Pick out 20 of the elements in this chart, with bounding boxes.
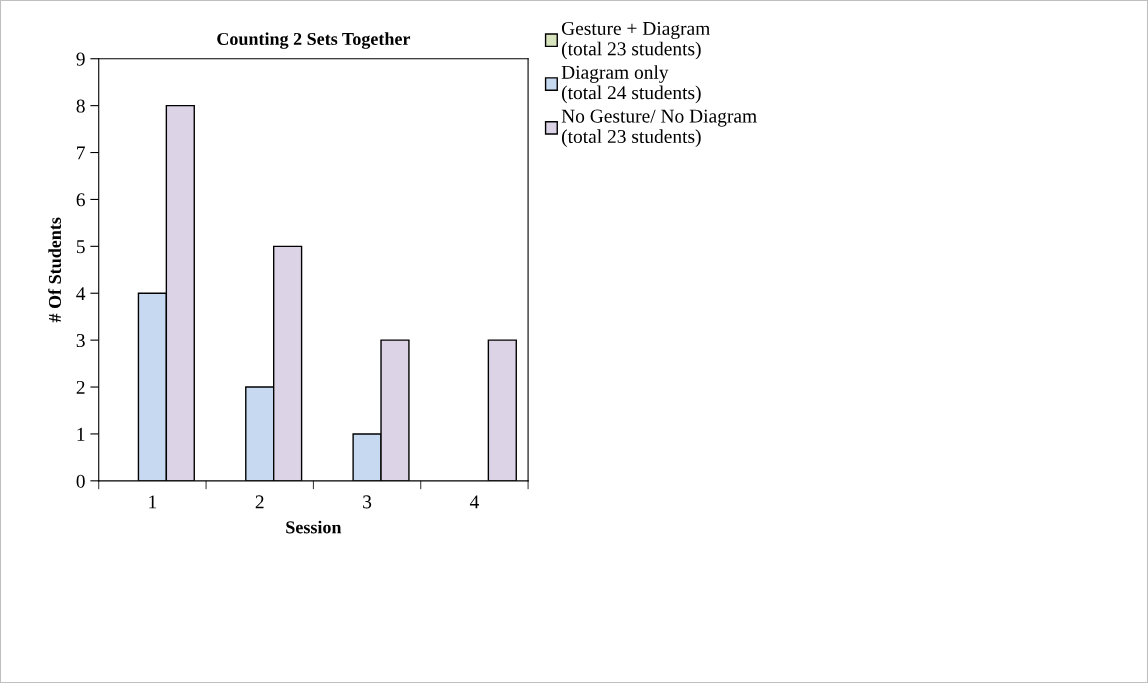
y-tick-label: 7 [77, 146, 85, 160]
y-tick-label: 2 [76, 380, 85, 394]
x-tick-label: 1 [149, 495, 157, 509]
x-axis-title: Session [286, 520, 342, 534]
legend-label: No Gesture/ No Diagram (total 23 students) [561, 109, 757, 147]
y-tick-label: 9 [76, 52, 85, 66]
legend-label: Diagram only (total 24 students) [561, 65, 701, 104]
y-tick-label: 1 [77, 427, 85, 441]
y-tick-label: 4 [76, 287, 86, 300]
x-tick-label: 3 [363, 495, 372, 509]
y-tick-label: 5 [76, 240, 85, 254]
x-tick-label: 2 [255, 495, 264, 509]
legend-label: Gesture + Diagram (total 23 students) [561, 21, 711, 60]
chart-title: Counting 2 Sets Together [217, 32, 411, 49]
y-tick-label: 6 [76, 193, 85, 207]
y-axis-title: # Of Students [48, 217, 62, 323]
x-tick-label: 4 [469, 495, 479, 509]
y-tick-label: 8 [76, 99, 85, 113]
y-tick-label: 3 [76, 334, 85, 348]
y-tick-label: 0 [76, 474, 85, 488]
